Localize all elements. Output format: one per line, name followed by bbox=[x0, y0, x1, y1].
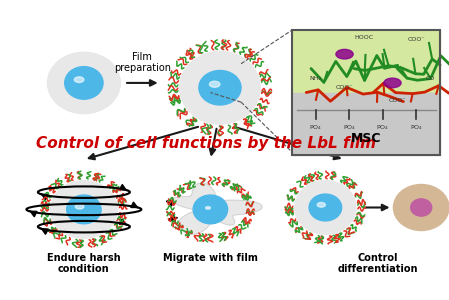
Polygon shape bbox=[172, 183, 262, 234]
Text: Migrate with film: Migrate with film bbox=[163, 253, 258, 262]
Text: CO: CO bbox=[426, 76, 436, 81]
Text: PO$_4$: PO$_4$ bbox=[309, 123, 322, 132]
Text: NH₂: NH₂ bbox=[310, 76, 322, 81]
Ellipse shape bbox=[66, 195, 101, 224]
Ellipse shape bbox=[65, 67, 103, 99]
Ellipse shape bbox=[48, 52, 120, 114]
Bar bbox=[292, 30, 440, 155]
Ellipse shape bbox=[193, 195, 228, 224]
Ellipse shape bbox=[309, 194, 342, 221]
Ellipse shape bbox=[393, 184, 449, 230]
Ellipse shape bbox=[411, 199, 432, 216]
Polygon shape bbox=[292, 92, 440, 155]
Text: COO⁻: COO⁻ bbox=[408, 37, 425, 42]
Ellipse shape bbox=[180, 51, 260, 124]
Text: Control of cell functions by the LbL film: Control of cell functions by the LbL fil… bbox=[35, 136, 376, 151]
Text: HOOC: HOOC bbox=[354, 35, 373, 40]
Ellipse shape bbox=[206, 206, 211, 209]
Ellipse shape bbox=[209, 81, 220, 87]
Ellipse shape bbox=[336, 50, 353, 59]
Text: PO$_4$: PO$_4$ bbox=[376, 123, 389, 132]
Text: COO⁻: COO⁻ bbox=[336, 85, 353, 90]
Ellipse shape bbox=[50, 181, 118, 238]
Text: Endure harsh
condition: Endure harsh condition bbox=[47, 253, 121, 274]
Ellipse shape bbox=[384, 78, 401, 88]
Text: PO$_4$: PO$_4$ bbox=[343, 123, 356, 132]
Text: Control
differentiation: Control differentiation bbox=[338, 253, 418, 274]
Ellipse shape bbox=[295, 181, 356, 234]
Text: MSC: MSC bbox=[351, 132, 381, 145]
Ellipse shape bbox=[201, 202, 220, 217]
Ellipse shape bbox=[317, 202, 326, 207]
Text: COO⁻: COO⁻ bbox=[388, 98, 406, 103]
Ellipse shape bbox=[74, 77, 84, 82]
Ellipse shape bbox=[75, 204, 84, 209]
Text: PO$_4$: PO$_4$ bbox=[410, 123, 423, 132]
Polygon shape bbox=[292, 30, 440, 92]
Text: Film
preparation: Film preparation bbox=[114, 52, 171, 73]
Ellipse shape bbox=[199, 70, 241, 105]
